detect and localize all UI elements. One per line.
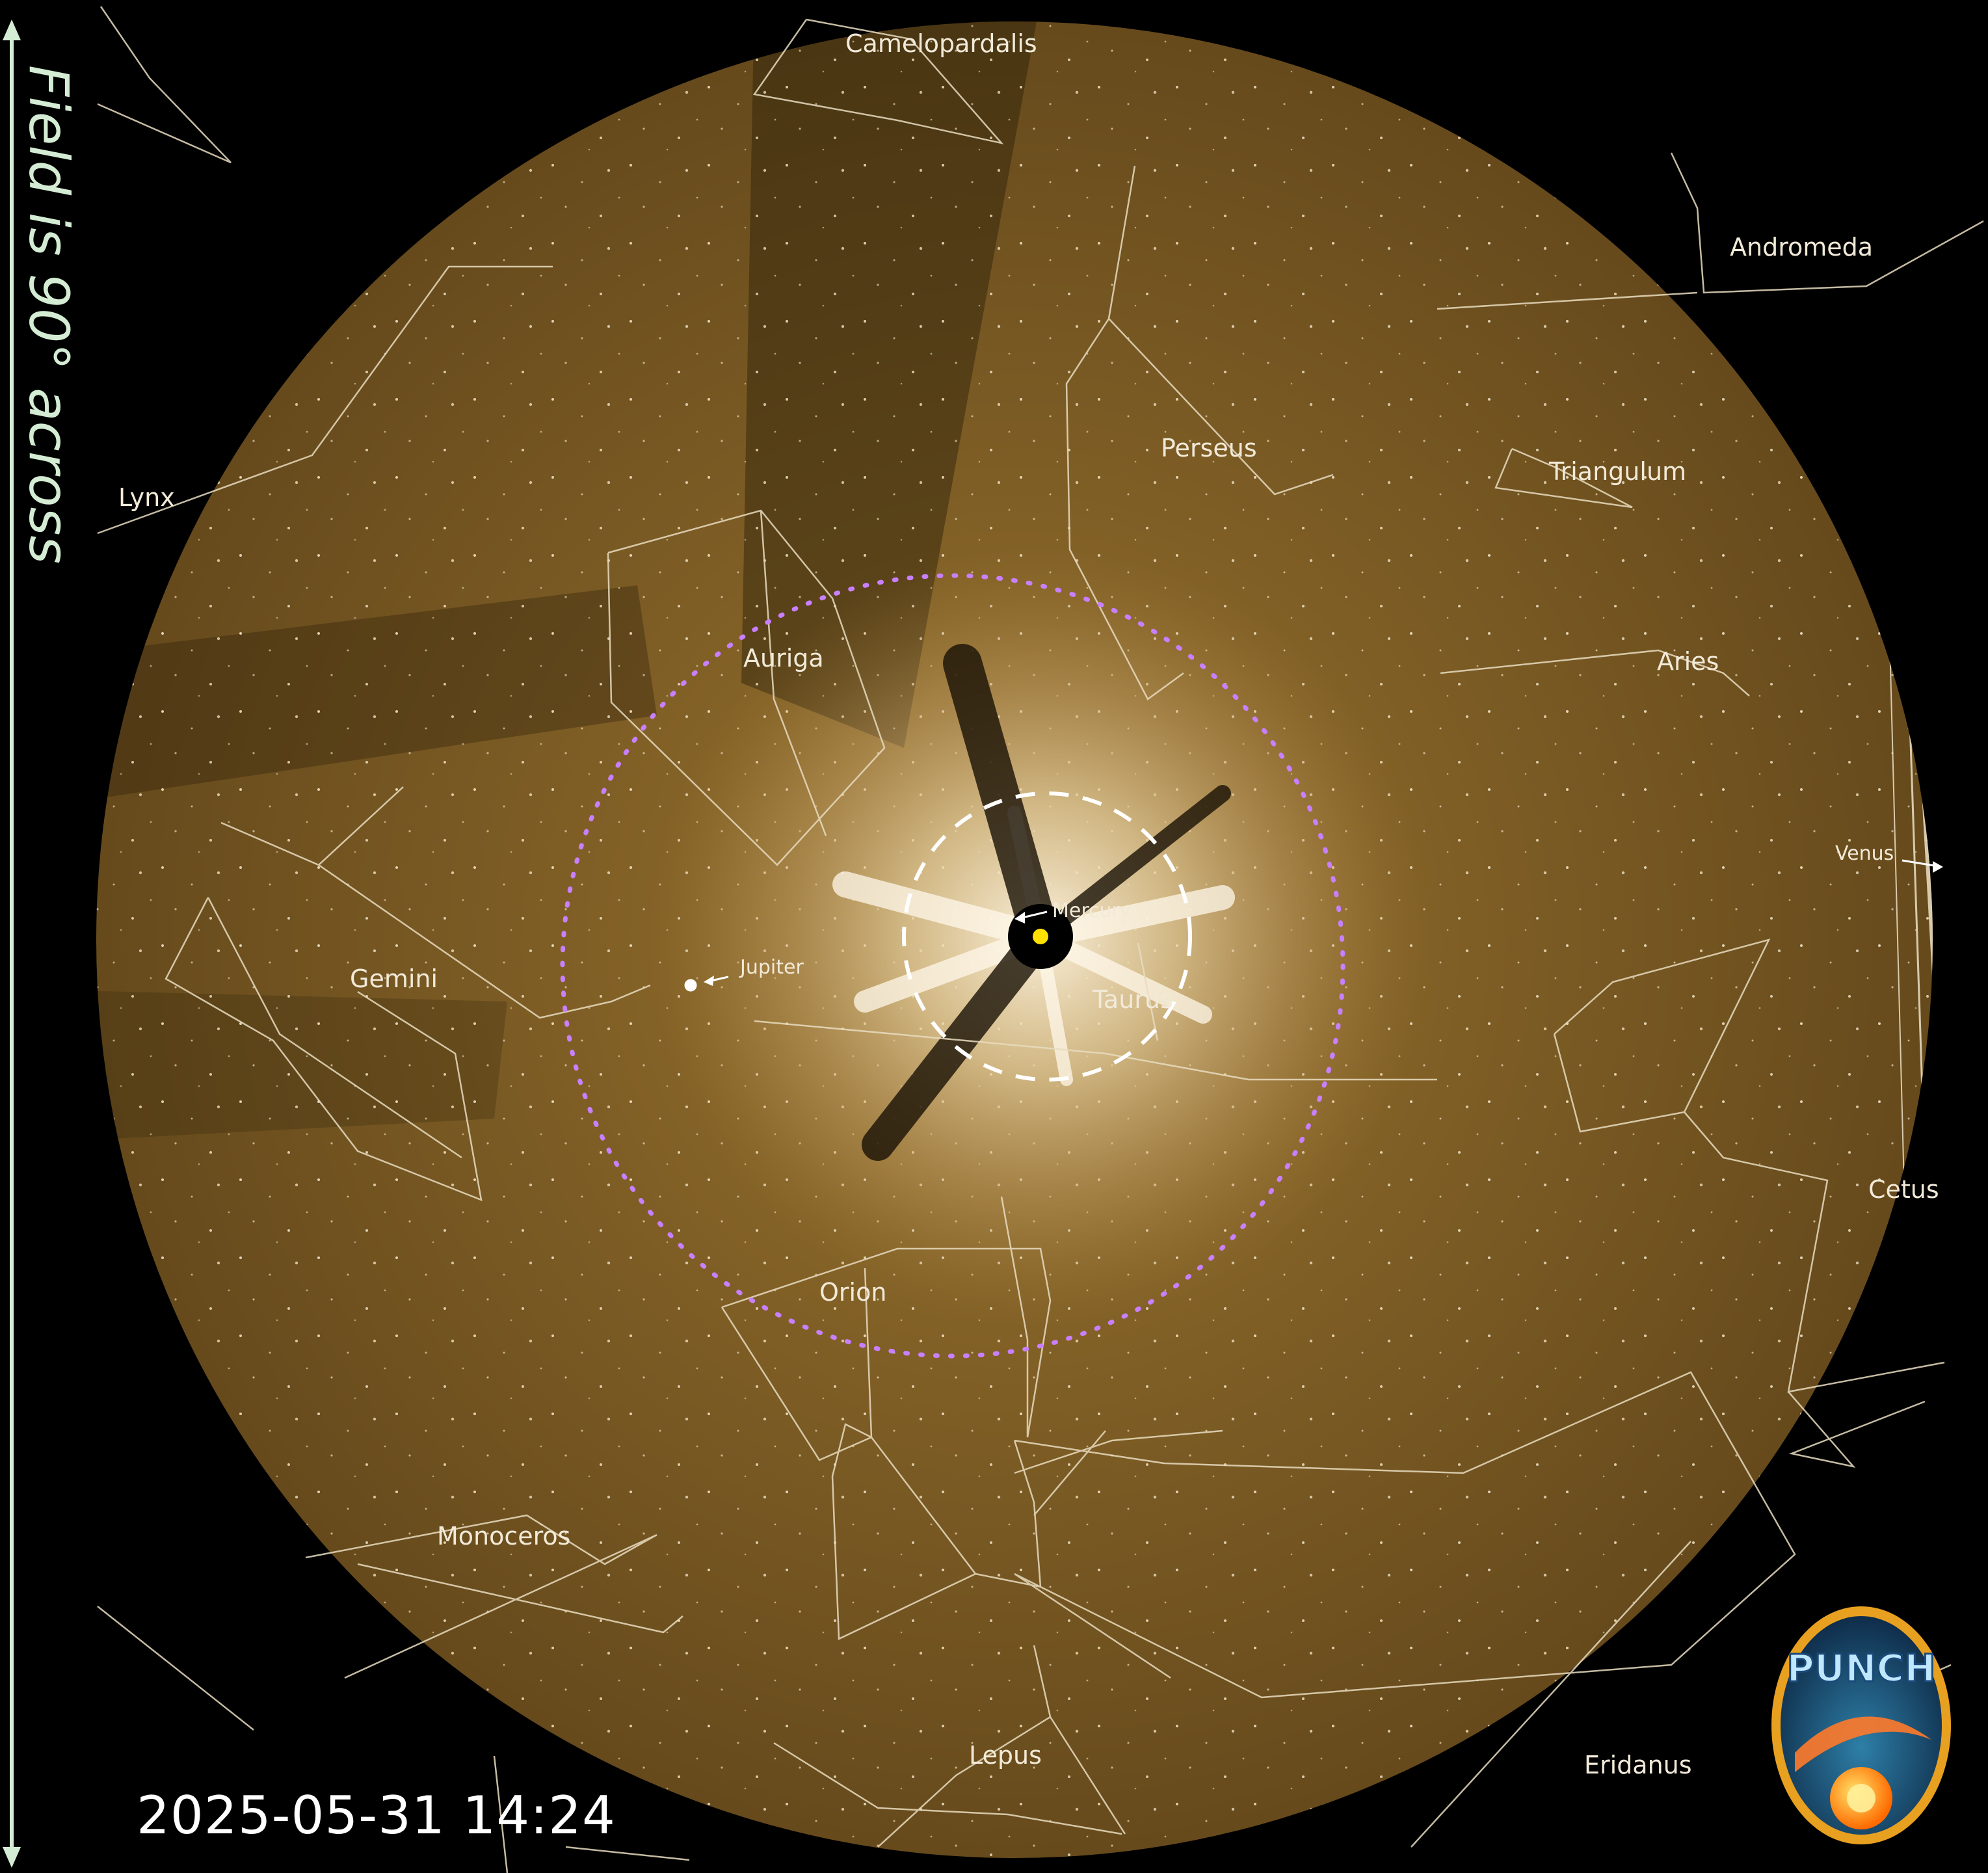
label-monoceros: Monoceros bbox=[437, 1522, 570, 1550]
planet-labels: Mercury Jupiter Venus bbox=[739, 842, 1894, 979]
label-gemini: Gemini bbox=[350, 964, 438, 993]
label-taurus: Taurus bbox=[1092, 985, 1173, 1014]
label-eridanus: Eridanus bbox=[1584, 1751, 1692, 1779]
label-andromeda: Andromeda bbox=[1730, 233, 1873, 261]
venus-arrow bbox=[1902, 859, 1939, 868]
label-jupiter: Jupiter bbox=[739, 956, 804, 979]
sun-icon bbox=[1033, 929, 1048, 944]
label-orion: Orion bbox=[819, 1278, 886, 1307]
constellation-lines bbox=[97, 6, 1984, 1873]
label-mercury: Mercury bbox=[1052, 899, 1132, 922]
label-lepus: Lepus bbox=[969, 1741, 1042, 1770]
venus-glow bbox=[1931, 800, 1933, 969]
label-auriga: Auriga bbox=[743, 644, 824, 672]
double-arrow-icon bbox=[3, 20, 21, 1868]
label-triangulum: Triangulum bbox=[1548, 457, 1686, 486]
label-perseus: Perseus bbox=[1161, 434, 1257, 462]
label-camelopardalis: Camelopardalis bbox=[845, 29, 1037, 58]
label-aries: Aries bbox=[1657, 647, 1719, 676]
fov-circle bbox=[560, 573, 1345, 1359]
constellation-labels: Camelopardalis Andromeda Perseus Triangu… bbox=[118, 29, 1939, 1779]
jupiter-arrowhead bbox=[704, 976, 714, 986]
planet-markers bbox=[684, 859, 1943, 992]
field-width-note: Field is 90° across bbox=[17, 65, 81, 565]
label-cetus: Cetus bbox=[1868, 1175, 1939, 1204]
label-venus: Venus bbox=[1835, 842, 1894, 865]
logo-text: PUNCH bbox=[1786, 1646, 1935, 1690]
jupiter-marker bbox=[684, 979, 697, 992]
label-lynx: Lynx bbox=[118, 483, 175, 512]
mercury-arrowhead bbox=[1014, 912, 1025, 923]
timestamp: 2025-05-31 14:24 bbox=[137, 1785, 616, 1846]
venus-arrowhead bbox=[1933, 861, 1943, 873]
punch-logo-icon: PUNCH bbox=[1771, 1606, 1951, 1844]
occulter-dashed-circle bbox=[902, 791, 1192, 1082]
